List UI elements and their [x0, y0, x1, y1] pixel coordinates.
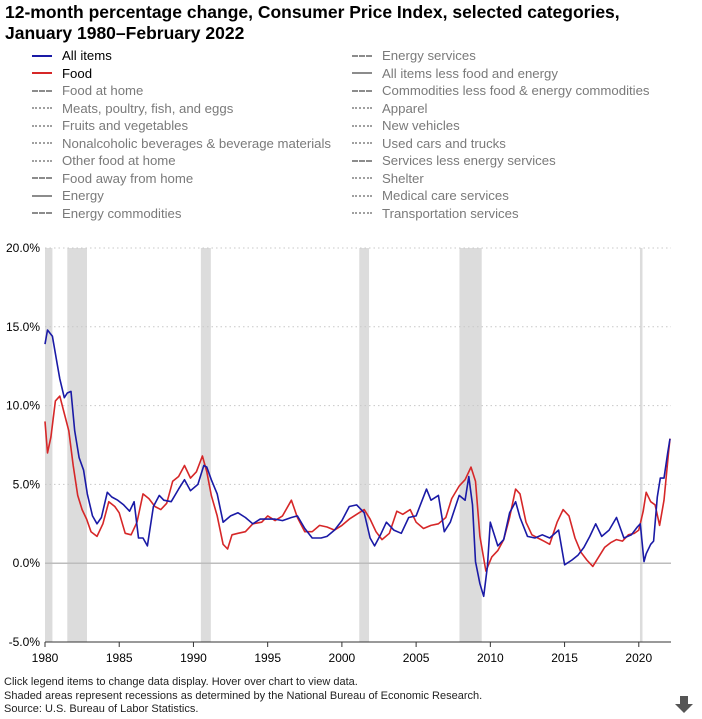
legend-item-food[interactable]: Food: [32, 65, 92, 83]
download-arrow-icon[interactable]: [674, 696, 694, 714]
title-line-1: 12-month percentage change, Consumer Pri…: [5, 2, 620, 22]
x-tick-label: 2000: [329, 651, 356, 665]
legend-label: Nonalcoholic beverages & beverage materi…: [62, 135, 332, 151]
legend-item-services-less-energy-services[interactable]: Services less energy services: [352, 152, 556, 170]
note-source: Source: U.S. Bureau of Labor Statistics.: [4, 703, 199, 716]
legend-item-all-items[interactable]: All items: [32, 47, 112, 65]
recession-band: [459, 248, 482, 642]
x-tick-label: 2005: [403, 651, 430, 665]
legend-label: Meats, poultry, fish, and eggs: [62, 100, 234, 116]
legend-swatch: [32, 142, 52, 145]
recession-band: [200, 248, 211, 642]
legend-swatch: [352, 159, 372, 162]
legend-swatch: [352, 89, 372, 92]
legend-label: Medical care services: [382, 188, 509, 204]
legend-item-shelter[interactable]: Shelter: [352, 170, 424, 188]
title-line-2: January 1980–February 2022: [5, 23, 245, 43]
legend-label: All items: [62, 48, 112, 64]
legend-label: Transportation services: [382, 205, 519, 221]
x-tick-label: 1985: [106, 651, 133, 665]
chart-title: 12-month percentage change, Consumer Pri…: [5, 2, 695, 44]
legend-label: Food: [62, 65, 93, 81]
legend-label: Fruits and vegetables: [62, 118, 189, 134]
x-tick-label: 1995: [254, 651, 281, 665]
legend-item-transportation-services[interactable]: Transportation services: [352, 205, 519, 223]
legend-label: Other food at home: [62, 153, 176, 169]
legend-swatch: [352, 124, 372, 127]
legend-label: Energy commodities: [62, 205, 182, 221]
legend-item-energy[interactable]: Energy: [32, 187, 104, 205]
legend-swatch: [352, 212, 372, 215]
y-tick-label: 5.0%: [13, 477, 41, 491]
legend-item-food-at-home[interactable]: Food at home: [32, 82, 143, 100]
legend-swatch: [32, 89, 52, 92]
series-line-all-items[interactable]: [44, 329, 671, 598]
legend-label: New vehicles: [382, 118, 460, 134]
legend-item-all-items-less-food-and-energy[interactable]: All items less food and energy: [352, 65, 558, 83]
legend-item-apparel[interactable]: Apparel: [352, 100, 427, 118]
legend-swatch: [32, 72, 52, 75]
legend-label: Commodities less food & energy commoditi…: [382, 83, 650, 99]
recession-band: [359, 248, 370, 642]
legend-label: All items less food and energy: [382, 65, 558, 81]
legend-swatch: [32, 212, 52, 215]
legend-item-medical-care-services[interactable]: Medical care services: [352, 187, 509, 205]
legend: All items Food Food at home Meats, poultry,…: [32, 47, 692, 227]
legend-item-energy-commodities[interactable]: Energy commodities: [32, 205, 181, 223]
legend-swatch: [352, 142, 372, 145]
series-line-food[interactable]: [44, 395, 671, 572]
legend-item-used-cars-and-trucks[interactable]: Used cars and trucks: [352, 135, 506, 153]
legend-item-new-vehicles[interactable]: New vehicles: [352, 117, 460, 135]
y-tick-label: -5.0%: [9, 635, 41, 649]
legend-swatch: [32, 159, 52, 162]
legend-item-fruits-and-vegetables[interactable]: Fruits and vegetables: [32, 117, 188, 135]
legend-label: Energy services: [382, 48, 476, 64]
note-instructions: Click legend items to change data displa…: [4, 676, 358, 688]
legend-label: Shelter: [382, 170, 424, 186]
legend-item-commodities-less-food-energy-commodities[interactable]: Commodities less food & energy commoditi…: [352, 82, 650, 100]
x-tick-label: 2015: [551, 651, 578, 665]
y-tick-label: 15.0%: [6, 320, 40, 334]
legend-swatch: [32, 177, 52, 180]
legend-label: Used cars and trucks: [382, 135, 506, 151]
legend-swatch: [32, 54, 52, 57]
legend-label: Apparel: [382, 100, 428, 116]
x-tick-label: 2010: [477, 651, 504, 665]
chart-notes: Click legend items to change data displa…: [4, 676, 482, 717]
legend-swatch: [32, 107, 52, 110]
legend-label: Energy: [62, 188, 104, 204]
legend-item-meats-poultry-fish-and-eggs[interactable]: Meats, poultry, fish, and eggs: [32, 100, 233, 118]
legend-item-nonalcoholic-beverages-beverage-materials[interactable]: Nonalcoholic beverages & beverage materi…: [32, 135, 331, 153]
legend-item-other-food-at-home[interactable]: Other food at home: [32, 152, 176, 170]
legend-swatch: [32, 194, 52, 197]
x-tick-label: 2020: [625, 651, 652, 665]
legend-item-food-away-from-home[interactable]: Food away from home: [32, 170, 193, 188]
x-tick-label: 1980: [32, 651, 59, 665]
legend-swatch: [352, 54, 372, 57]
legend-swatch: [352, 107, 372, 110]
y-tick-label: 20.0%: [6, 241, 40, 255]
recession-band: [639, 248, 643, 642]
legend-item-energy-services[interactable]: Energy services: [352, 47, 476, 65]
legend-label: Food away from home: [62, 170, 194, 186]
legend-label: Food at home: [62, 83, 144, 99]
note-recessions: Shaded areas represent recessions as det…: [4, 689, 483, 702]
legend-swatch: [32, 124, 52, 127]
x-tick-label: 1990: [180, 651, 207, 665]
legend-swatch: [352, 72, 372, 75]
y-tick-label: 10.0%: [6, 399, 40, 413]
legend-swatch: [352, 194, 372, 197]
line-chart[interactable]: -5.0% 0.0% 5.0% 10.0% 15.0% 20.0% 1980 1985 1990…: [0, 232, 702, 674]
legend-label: Services less energy services: [382, 153, 556, 169]
y-tick-label: 0.0%: [13, 556, 41, 570]
legend-swatch: [352, 177, 372, 180]
